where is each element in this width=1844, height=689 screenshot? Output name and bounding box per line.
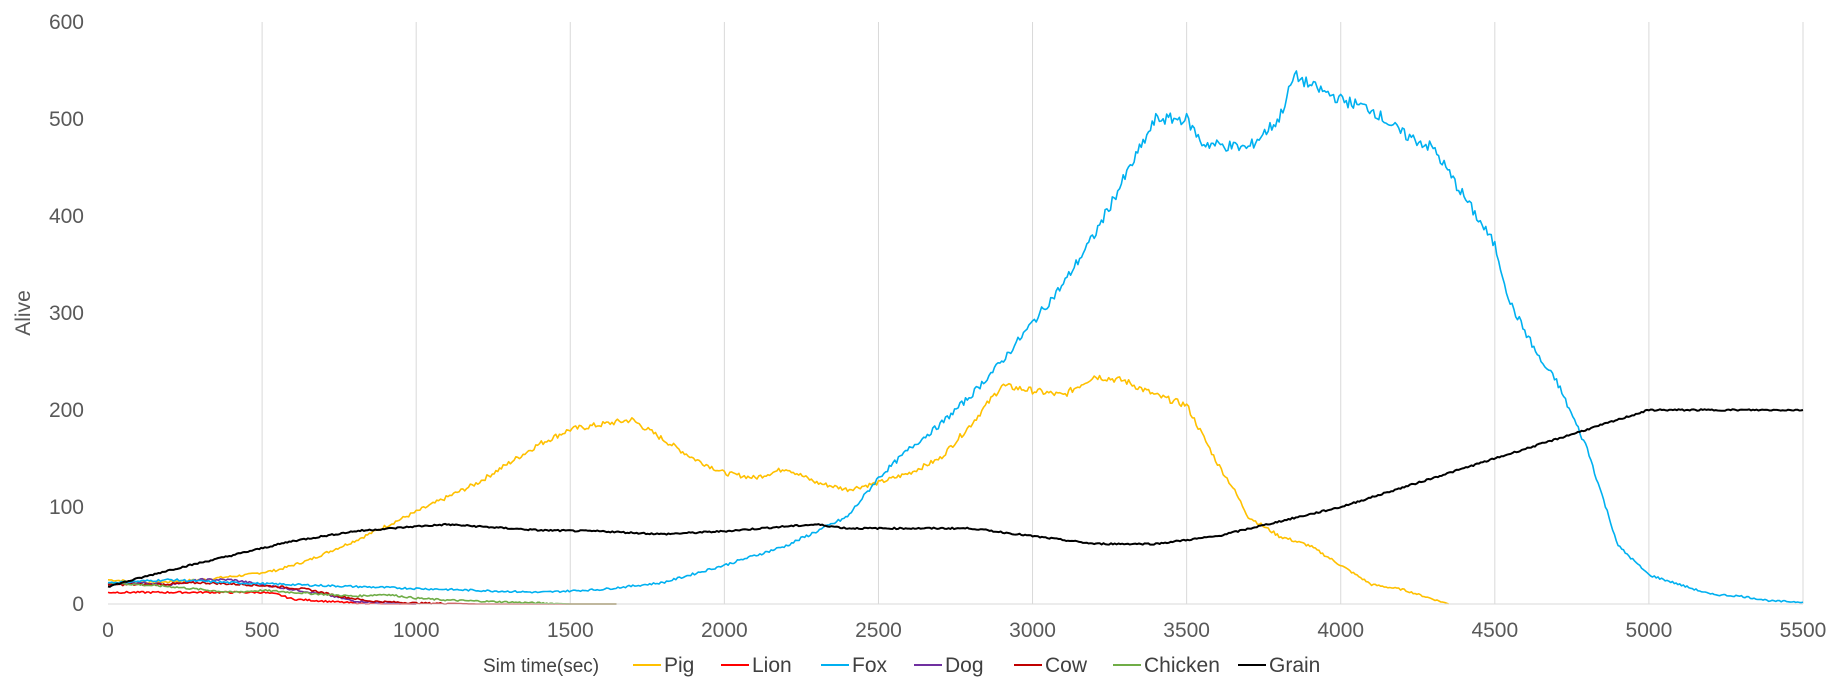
x-tick-labels: 0 500 1000 1500 2000 2500 3000 3500 4000 4500 5000… (102, 619, 1826, 642)
legend: Sim time(sec) Pig Lion Fox Dog Cow Chicken Gra… (483, 654, 1320, 677)
x-tick-label: 1500 (547, 619, 594, 642)
legend-label-cow: Cow (1045, 654, 1088, 677)
x-tick-label: 2000 (701, 619, 748, 642)
x-axis-title: Sim time(sec) (483, 656, 599, 677)
y-tick-label: 400 (49, 205, 84, 228)
series-line-pig (107, 374, 1449, 605)
legend-label-fox: Fox (852, 654, 888, 677)
x-tick-label: 500 (245, 619, 280, 642)
series-lines (107, 70, 1804, 605)
x-tick-label: 3500 (1163, 619, 1210, 642)
y-tick-label: 0 (72, 593, 84, 616)
x-tick-label: 5000 (1626, 619, 1673, 642)
y-tick-label: 600 (49, 11, 84, 34)
x-tick-label: 4500 (1471, 619, 1518, 642)
x-tick-label: 4000 (1317, 619, 1364, 642)
gridlines (261, 22, 1804, 604)
legend-label-grain: Grain (1269, 654, 1320, 677)
x-tick-label: 0 (102, 619, 114, 642)
y-tick-label: 200 (49, 399, 84, 422)
legend-label-chicken: Chicken (1144, 654, 1220, 677)
y-axis-title: Alive (12, 290, 35, 336)
y-tick-label: 300 (49, 302, 84, 325)
y-tick-labels: 0 100 200 300 400 500 600 (49, 11, 84, 616)
series-line-chicken (107, 581, 617, 605)
x-tick-label: 1000 (393, 619, 440, 642)
series-line-fox (107, 70, 1804, 604)
y-tick-label: 100 (49, 496, 84, 519)
x-tick-label: 3000 (1009, 619, 1056, 642)
legend-label-pig: Pig (664, 654, 694, 677)
y-tick-label: 500 (49, 108, 84, 131)
legend-label-lion: Lion (752, 654, 792, 677)
series-line-grain (107, 408, 1804, 588)
legend-label-dog: Dog (945, 654, 984, 677)
x-tick-label: 2500 (855, 619, 902, 642)
x-tick-label: 5500 (1780, 619, 1827, 642)
